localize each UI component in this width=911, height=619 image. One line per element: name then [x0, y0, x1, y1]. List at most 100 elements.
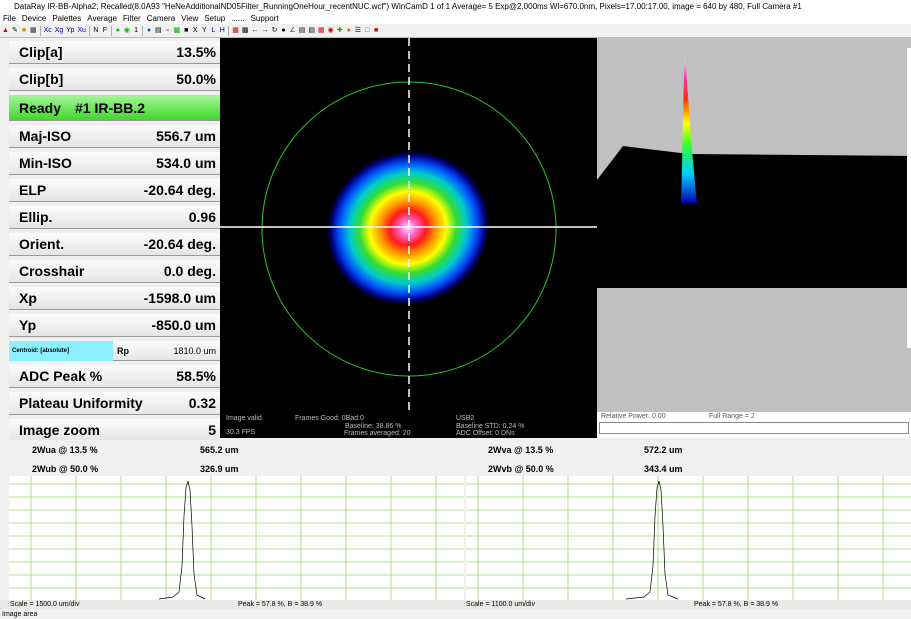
measure-icon[interactable]: ∠ [289, 26, 296, 34]
menu-device[interactable]: Device [21, 14, 47, 23]
stop-icon[interactable]: ■ [373, 26, 379, 34]
up-arrow-icon[interactable]: ▲ [2, 26, 9, 34]
parameter-table: Clip[a] 13.5% Clip[b] 50.0% Ready #1 IR-BB.… [9, 41, 220, 446]
beam-image-view[interactable] [220, 38, 597, 412]
menu-file[interactable]: File [3, 14, 16, 23]
printer-icon[interactable]: ▤ [155, 26, 162, 34]
copy-icon[interactable]: ▫ [166, 26, 169, 34]
menu-palettes[interactable]: Palettes [52, 14, 82, 23]
palette-icon[interactable]: ▦ [232, 26, 239, 34]
toolbar-n-button[interactable]: N [93, 26, 99, 34]
list-icon[interactable]: ☰ [354, 26, 362, 34]
right-scale-text: Scale = 1100.0 um/div [466, 601, 535, 608]
pencil-icon[interactable]: ✎ [12, 26, 18, 34]
green-circle-icon[interactable]: ◉ [123, 26, 131, 34]
status-bar: Image area [2, 611, 38, 618]
param-ellip[interactable]: Ellip. 0.96 [9, 206, 220, 229]
matrix-icon[interactable]: ▩ [241, 26, 249, 34]
relative-power-bar[interactable] [599, 422, 909, 434]
param-value: -850.0 um [151, 317, 216, 333]
param-clip-a[interactable]: Clip[a] 13.5% [9, 41, 220, 64]
menu-view[interactable]: View [181, 14, 199, 23]
printer2-icon[interactable]: ▤ [308, 26, 316, 34]
param-label: Orient. [19, 236, 65, 252]
menu-dots[interactable]: ...... [231, 14, 245, 23]
save-icon[interactable]: ▦ [29, 26, 37, 34]
param-image-zoom[interactable]: Image zoom 5 [9, 419, 220, 442]
window-icon[interactable]: □ [364, 26, 370, 34]
centroid-mode[interactable]: Centroid: [absolute] [9, 341, 113, 361]
grid-icon[interactable]: ▩ [173, 26, 181, 34]
rp-value: 1810.0 um [173, 346, 216, 356]
param-plateau-uniformity[interactable]: Plateau Uniformity 0.32 [9, 392, 220, 415]
toolbar-h-button[interactable]: H [219, 26, 225, 34]
camera-icon[interactable]: ◉ [327, 26, 334, 34]
param-maj-iso[interactable]: Maj-ISO 556.7 um [9, 125, 220, 148]
param-value: -20.64 deg. [143, 236, 216, 252]
toolbar-yp-button[interactable]: Yp [66, 26, 75, 34]
arrow-left-icon[interactable]: ← [251, 26, 259, 34]
x-profile-curve [158, 480, 206, 600]
param-label: Plateau Uniformity [19, 395, 143, 411]
toolbar-xg-button[interactable]: Xg [54, 26, 64, 34]
toolbar-x-button[interactable]: X [192, 26, 198, 34]
param-centroid[interactable]: Centroid: [absolute] Rp 1810.0 um [9, 341, 220, 361]
wua-label: 2Wua @ 13.5 % [32, 445, 98, 455]
toolbar-xc-button[interactable]: Xc [43, 26, 52, 34]
param-xp[interactable]: Xp -1598.0 um [9, 287, 220, 310]
param-yp[interactable]: Yp -850.0 um [9, 314, 220, 337]
param-crosshair[interactable]: Crosshair 0.0 deg. [9, 260, 220, 283]
menu-camera[interactable]: Camera [146, 14, 176, 23]
print-icon[interactable]: ▤ [298, 26, 306, 34]
toolbar-separator [110, 25, 112, 36]
open-folder-icon[interactable]: ■ [21, 26, 27, 34]
fps-text: 30.3 FPS [226, 429, 256, 436]
baseline-text: Baseline: 38.86 % [345, 423, 402, 430]
y-profile-svg [466, 476, 911, 600]
toolbar-separator [88, 25, 90, 36]
toolbar-l-button[interactable]: L [211, 26, 216, 34]
toolbar-f-button[interactable]: F [102, 26, 108, 34]
green-dot-icon[interactable]: ● [115, 26, 121, 34]
toolbar-y-button[interactable]: Y [201, 26, 207, 34]
record-icon[interactable]: ● [281, 26, 286, 34]
param-adc-peak[interactable]: ADC Peak % 58.5% [9, 365, 220, 388]
param-value: 58.5% [176, 368, 216, 384]
toolbar-separator [142, 25, 144, 36]
3d-floor [597, 146, 911, 288]
param-orient[interactable]: Orient. -20.64 deg. [9, 233, 220, 256]
black-square-icon[interactable]: ■ [184, 26, 189, 34]
add-icon[interactable]: ✚ [336, 26, 343, 34]
lightbulb-icon[interactable]: ● [346, 26, 351, 34]
3d-peak [681, 58, 697, 203]
sync-icon[interactable]: ↻ [271, 26, 278, 34]
wva-label: 2Wva @ 13.5 % [488, 445, 554, 455]
menu-average[interactable]: Average [87, 14, 117, 23]
usb-text: USB2 [456, 415, 475, 422]
param-label: Ellip. [19, 209, 53, 225]
status-device: #1 IR-BB.2 [75, 100, 146, 116]
y-profile-plot[interactable] [466, 476, 911, 600]
3d-scroll-strip[interactable] [907, 48, 911, 348]
arrow-right-icon[interactable]: → [261, 26, 269, 34]
wvb-label: 2Wvb @ 50.0 % [488, 464, 554, 474]
info-icon[interactable]: ● [146, 26, 152, 34]
toolbar-1-button[interactable]: 1 [134, 26, 138, 34]
param-elp[interactable]: ELP -20.64 deg. [9, 179, 220, 202]
param-label: Clip[b] [19, 71, 64, 87]
menu-setup[interactable]: Setup [204, 14, 226, 23]
wub-label: 2Wub @ 50.0 % [32, 464, 99, 474]
param-min-iso[interactable]: Min-ISO 534.0 um [9, 152, 220, 175]
param-value: 13.5% [176, 44, 216, 60]
adc-offset-text: ADC Offset: 0 DNs [456, 430, 515, 437]
param-clip-b[interactable]: Clip[b] 50.0% [9, 68, 220, 91]
param-value: 0.0 deg. [163, 263, 216, 279]
toolbar-separator [228, 25, 230, 36]
menu-filter[interactable]: Filter [122, 14, 141, 23]
3d-view[interactable] [597, 38, 911, 412]
image-icon[interactable]: ▦ [318, 26, 325, 34]
x-profile-plot[interactable] [9, 476, 464, 600]
ready-status[interactable]: Ready #1 IR-BB.2 [9, 95, 220, 121]
menu-support[interactable]: Support [250, 14, 279, 23]
toolbar-xu-button[interactable]: Xu [77, 26, 86, 34]
